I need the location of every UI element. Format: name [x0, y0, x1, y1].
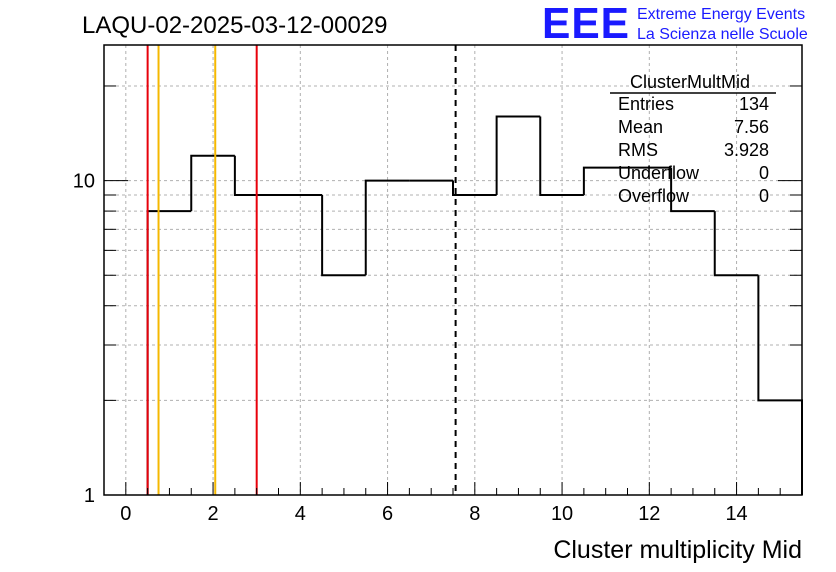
grid: [104, 45, 802, 495]
histogram-bin: [757, 275, 803, 495]
histogram-bin: [495, 115, 541, 195]
histogram-bin: [190, 154, 235, 212]
stats-label-overflow: Overflow: [618, 186, 690, 206]
x-tick-label: 12: [638, 503, 660, 525]
eee-logo-mark: EEE: [542, 0, 630, 48]
stats-label-underflow: Underflow: [618, 163, 700, 183]
x-tick-label: 2: [208, 503, 219, 525]
histogram-bin: [670, 167, 715, 213]
histogram-bin: [539, 116, 584, 196]
histogram-bin: [146, 210, 192, 495]
x-tick-label: 0: [120, 503, 131, 525]
histogram-bin: [321, 195, 366, 277]
x-tick-label: 10: [551, 503, 573, 525]
chart-title: LAQU-02-2025-03-12-00029: [82, 12, 388, 39]
stats-box: ClusterMultMid Entries 134 Mean 7.56 RMS…: [610, 72, 776, 206]
tick-labels: 0 2 4 6 8 10 12 14 1 10: [73, 171, 748, 525]
histogram-bin: [713, 211, 759, 277]
x-tick-label: 4: [295, 503, 306, 525]
plot-frame: [103, 44, 803, 496]
histogram-bin: [582, 166, 628, 195]
x-tick-label: 6: [382, 503, 393, 525]
stats-title: ClusterMultMid: [630, 72, 750, 92]
y-tick-label: 10: [73, 171, 95, 193]
stats-value-mean: 7.56: [734, 117, 769, 137]
histogram-bin: [452, 180, 497, 196]
x-tick-label: 14: [725, 503, 747, 525]
logo-line-2: La Scienza nelle Scuole: [637, 26, 808, 43]
stats-value-rms: 3.928: [724, 140, 769, 160]
y-tick-label: 1: [84, 485, 95, 507]
x-tick-label: 8: [469, 503, 480, 525]
eee-logo: EEE Extreme Energy Events La Scienza nel…: [542, 0, 808, 48]
stats-value-underflow: 0: [759, 163, 769, 183]
stats-label-mean: Mean: [618, 117, 663, 137]
axis-ticks: [103, 85, 803, 496]
histogram-bin: [364, 179, 410, 276]
stats-label-rms: RMS: [618, 140, 658, 160]
histogram-bin: [233, 155, 279, 196]
stats-value-entries: 134: [739, 94, 769, 114]
stats-value-overflow: 0: [759, 186, 769, 206]
stats-label-entries: Entries: [618, 94, 674, 114]
marker-lines: [146, 45, 457, 495]
x-axis-title: Cluster multiplicity Mid: [553, 536, 802, 564]
logo-line-1: Extreme Energy Events: [637, 6, 805, 23]
